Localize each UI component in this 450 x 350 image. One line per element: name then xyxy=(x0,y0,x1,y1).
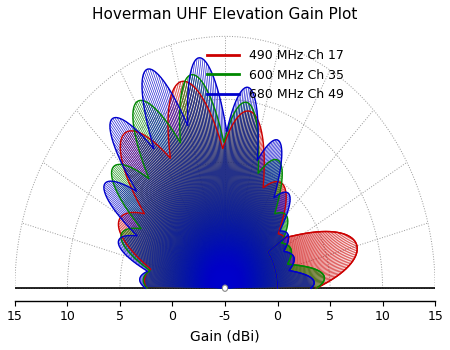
Title: Hoverman UHF Elevation Gain Plot: Hoverman UHF Elevation Gain Plot xyxy=(92,7,358,22)
X-axis label: Gain (dBi): Gain (dBi) xyxy=(190,329,260,343)
Legend: 490 MHz Ch 17, 600 MHz Ch 35, 680 MHz Ch 49: 490 MHz Ch 17, 600 MHz Ch 35, 680 MHz Ch… xyxy=(202,44,349,106)
Circle shape xyxy=(222,285,228,291)
